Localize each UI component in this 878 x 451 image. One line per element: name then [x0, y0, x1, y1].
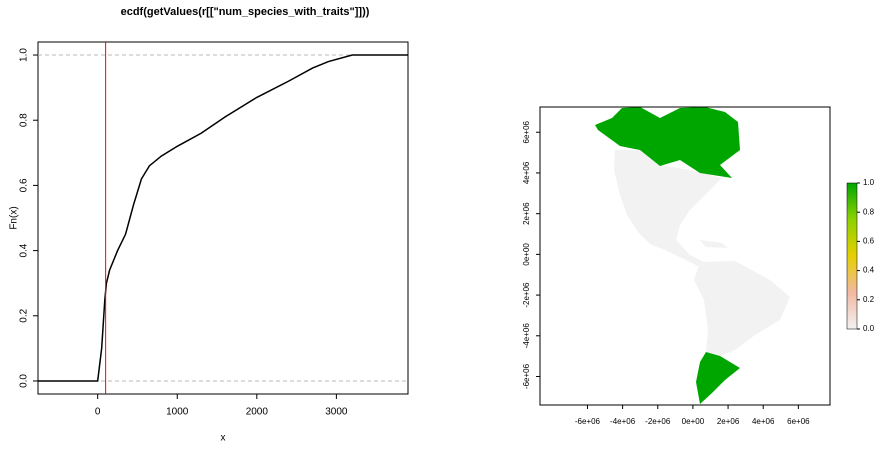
x-tick-label: 0 [95, 407, 101, 418]
colorbar-tick-label: 0.4 [863, 266, 875, 275]
y-tick-label: 1.0 [19, 48, 30, 62]
x-tick-label: 1000 [166, 407, 189, 418]
plot-frame [37, 41, 409, 395]
x-tick-label: -4e+06 [610, 417, 636, 426]
map-frame [539, 106, 831, 406]
y-tick-label: 2e+06 [522, 202, 531, 225]
x-tick-label: 3000 [325, 407, 348, 418]
colorbar-tick-label: 0.6 [863, 237, 875, 246]
x-axis-label: x [221, 433, 226, 444]
x-tick-label: 2e+06 [717, 417, 740, 426]
y-tick-label: 4e+06 [522, 161, 531, 184]
colorbar [846, 182, 858, 330]
land-south-america [694, 261, 790, 356]
colorbar-tick-label: 0.8 [863, 207, 875, 216]
colorbar-tick-label: 1.0 [863, 178, 875, 187]
map-land [595, 107, 790, 404]
x-tick-label: 2000 [246, 407, 269, 418]
y-tick-label: -6e+06 [522, 363, 531, 389]
colorbar-tick-label: 0.0 [863, 324, 875, 333]
chart-title: ecdf(getValues(r[["num_species_with_trai… [121, 6, 370, 18]
x-tick-label: 6e+06 [787, 417, 810, 426]
x-tick-label: 0e+00 [682, 417, 705, 426]
ecdf-line [38, 54, 408, 382]
x-tick-label: -2e+06 [645, 417, 671, 426]
x-tick-label: 4e+06 [752, 417, 775, 426]
y-tick-label: 0.6 [19, 178, 30, 192]
land-patagonia-green [696, 352, 740, 404]
x-tick-label: -6e+06 [575, 417, 601, 426]
land-canada-green [595, 107, 740, 178]
colorbar-tick-label: 0.2 [863, 295, 875, 304]
y-tick-label: 0.4 [19, 243, 30, 257]
y-tick-label: 0.0 [19, 374, 30, 388]
y-tick-label: -2e+06 [522, 282, 531, 308]
y-tick-label: 0e+00 [522, 243, 531, 266]
y-axis-label: Fn(x) [9, 206, 20, 229]
land-north-america [614, 150, 722, 270]
land-caribbean [700, 240, 728, 248]
y-tick-label: 0.2 [19, 308, 30, 322]
y-tick-label: 0.8 [19, 113, 30, 127]
y-tick-label: 6e+06 [522, 120, 531, 143]
y-tick-label: -4e+06 [522, 323, 531, 349]
